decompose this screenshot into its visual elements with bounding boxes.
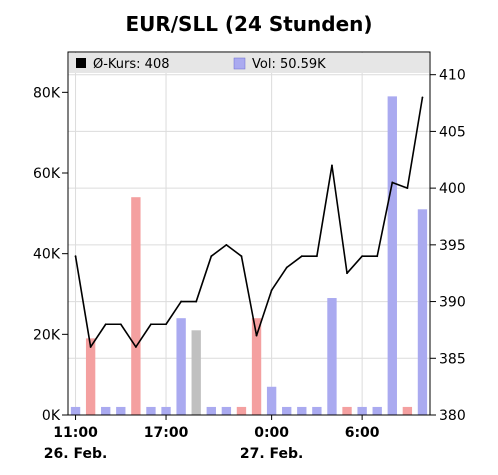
- price-tick-label-0: 380: [439, 408, 466, 424]
- volume-bar-3: [116, 406, 126, 415]
- volume-bar-4: [131, 197, 141, 415]
- volume-axis: 0K 20K 40K 60K 80K: [33, 85, 68, 424]
- price-point-2: [104, 323, 107, 326]
- volume-bar-10: [221, 406, 232, 415]
- volume-bar-0: [70, 406, 81, 415]
- volume-bar-5: [146, 406, 156, 415]
- volume-bar-13: [266, 386, 277, 415]
- price-tick-label-1: 385: [439, 351, 466, 367]
- price-point-13: [270, 289, 273, 292]
- price-tick-label-4: 400: [439, 181, 466, 197]
- price-point-1: [89, 346, 92, 348]
- volume-bar-23: [417, 209, 428, 415]
- volume-bar-14: [282, 406, 292, 415]
- price-line: [74, 97, 424, 348]
- volume-bar-17: [327, 298, 337, 415]
- legend-price-swatch: [76, 58, 86, 68]
- volume-bar-15: [297, 406, 307, 415]
- volume-bar-18: [342, 406, 352, 415]
- price-point-18: [346, 272, 348, 275]
- volume-bar-19: [357, 406, 367, 415]
- volume-tick-label-4: 80K: [33, 85, 61, 101]
- price-point-9: [210, 255, 213, 258]
- price-tick-label-3: 395: [439, 238, 466, 254]
- volume-bar-2: [101, 406, 111, 415]
- price-point-16: [315, 255, 318, 258]
- price-point-20: [376, 255, 379, 258]
- volume-tick-label-0: 0K: [42, 408, 61, 424]
- price-point-15: [300, 255, 303, 258]
- price-point-19: [361, 255, 364, 258]
- price-point-14: [285, 266, 288, 269]
- price-point-5: [150, 323, 152, 326]
- volume-tick-label-3: 60K: [33, 166, 61, 182]
- time-axis: 11:00 26. Feb. 17:00 0:00 27. Feb. 6:00: [44, 415, 380, 462]
- price-point-0: [74, 255, 77, 258]
- price-tick-label-5: 405: [439, 124, 466, 140]
- chart-title: EUR/SLL (24 Stunden): [125, 12, 372, 36]
- date-label-2: 27. Feb.: [240, 446, 304, 462]
- volume-bar-20: [372, 406, 382, 415]
- price-point-21: [391, 181, 394, 184]
- price-point-23: [421, 96, 424, 99]
- volume-bar-16: [312, 406, 322, 415]
- price-point-3: [119, 323, 122, 326]
- price-point-8: [195, 300, 198, 303]
- price-point-4: [134, 346, 137, 348]
- plot-area: [68, 52, 430, 415]
- legend-volume-swatch: [233, 57, 246, 70]
- price-point-17: [331, 164, 333, 167]
- time-tick-label-3: 6:00: [345, 425, 380, 441]
- volume-tick-label-1: 20K: [33, 327, 61, 343]
- date-label-0: 26. Feb.: [44, 446, 108, 462]
- volume-bar-22: [402, 406, 413, 415]
- price-point-10: [225, 243, 228, 246]
- legend-band: [69, 53, 429, 73]
- price-point-11: [240, 255, 243, 258]
- volume-bars: [70, 96, 428, 415]
- price-tick-label-6: 410: [439, 68, 466, 84]
- price-point-22: [406, 187, 409, 190]
- legend-volume-label: Vol: 50.59K: [252, 57, 326, 72]
- legend-price-label: Ø-Kurs: 408: [93, 57, 169, 72]
- volume-bar-11: [236, 406, 247, 415]
- volume-bar-6: [161, 406, 171, 415]
- volume-bar-12: [251, 318, 262, 415]
- volume-bar-7: [176, 318, 186, 415]
- price-line-layer: [74, 96, 424, 348]
- volume-bar-21: [387, 96, 397, 415]
- time-tick-label-0: 11:00: [53, 425, 98, 441]
- price-axis: 380 385 390 395 400 405 410: [430, 68, 466, 424]
- price-point-12: [255, 334, 258, 337]
- price-point-6: [165, 323, 167, 326]
- time-tick-label-1: 17:00: [144, 425, 189, 441]
- time-tick-label-2: 0:00: [254, 425, 289, 441]
- volume-bar-9: [206, 406, 216, 415]
- volume-tick-label-2: 40K: [33, 247, 61, 263]
- price-tick-label-2: 390: [439, 295, 466, 311]
- plot-border: [67, 51, 431, 416]
- price-point-7: [180, 300, 183, 303]
- volume-bar-1: [85, 338, 96, 415]
- volume-bar-8: [191, 330, 201, 415]
